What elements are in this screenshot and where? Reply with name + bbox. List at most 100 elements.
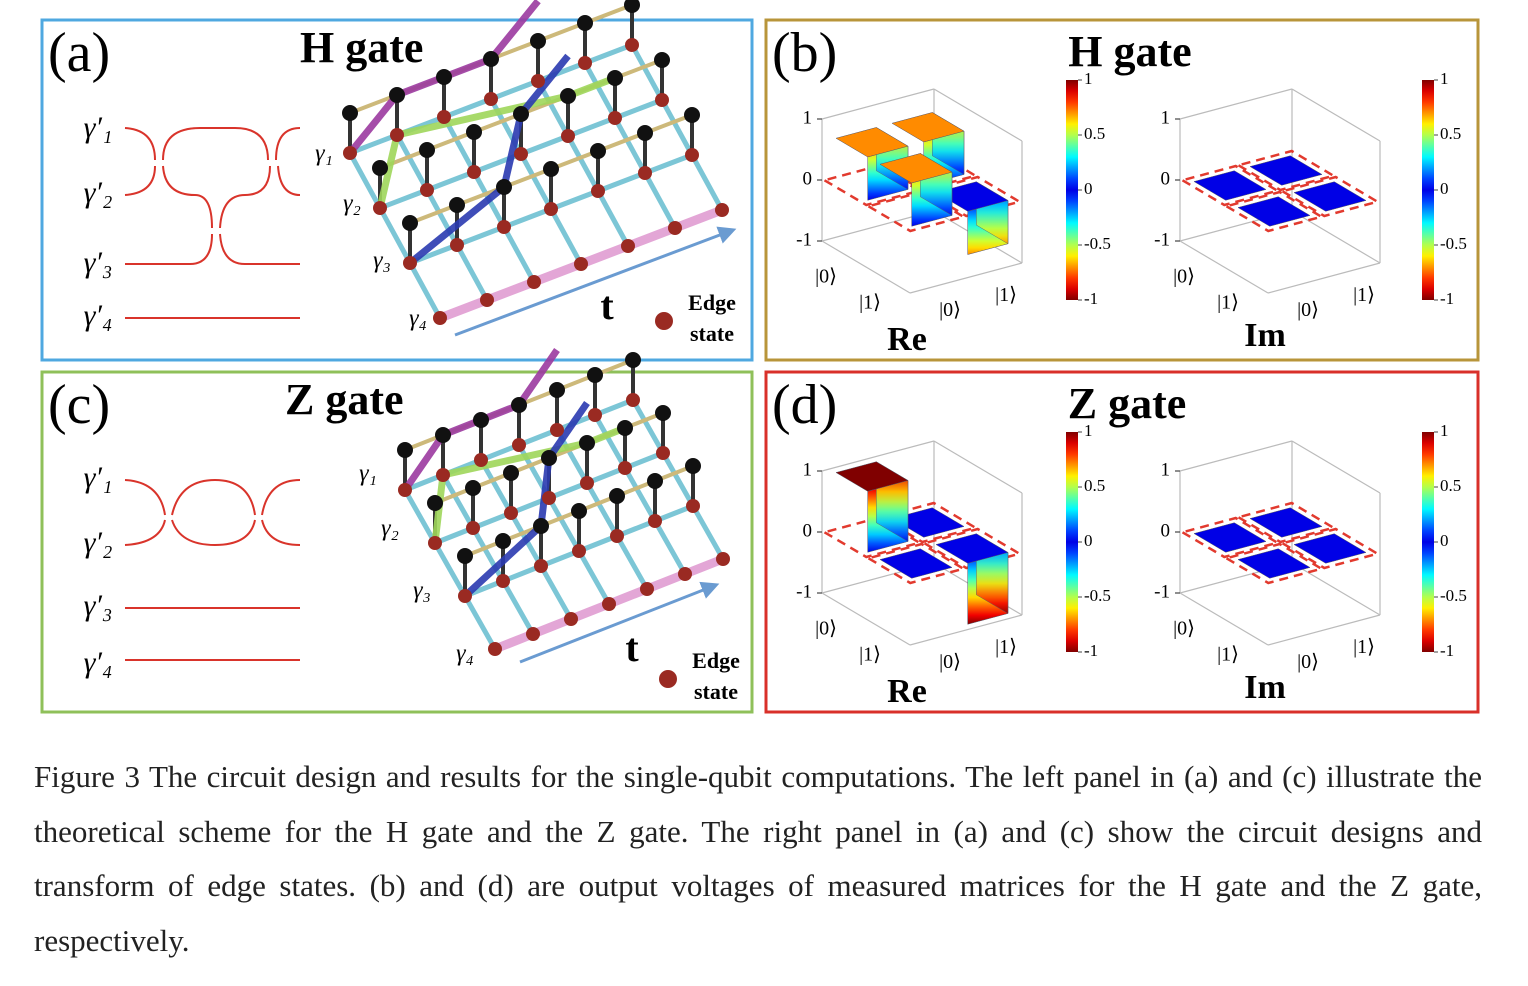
site-node bbox=[480, 293, 494, 307]
cell-outline bbox=[877, 501, 979, 544]
site-node bbox=[550, 423, 564, 437]
colorbar-tick-label: -0.5 bbox=[1084, 586, 1111, 605]
bar-top bbox=[1193, 522, 1267, 553]
site-node bbox=[458, 589, 472, 603]
rod bbox=[630, 397, 666, 456]
rod bbox=[470, 525, 506, 584]
site-node bbox=[655, 93, 669, 107]
cell-outline bbox=[921, 175, 1023, 218]
bar-top bbox=[1249, 155, 1323, 186]
bar-top bbox=[1293, 533, 1367, 564]
colorbar-tick-label: 0 bbox=[1084, 531, 1093, 550]
rod bbox=[652, 518, 688, 577]
rod bbox=[576, 548, 612, 607]
top-node bbox=[607, 70, 623, 86]
time-label: t bbox=[625, 625, 639, 670]
legend-dot bbox=[659, 670, 677, 688]
lattice bbox=[397, 348, 730, 656]
rod bbox=[424, 169, 477, 193]
top-node bbox=[577, 15, 593, 31]
site-node bbox=[373, 201, 387, 215]
rod bbox=[612, 97, 665, 121]
axis-line bbox=[821, 592, 911, 646]
colorbar-tick-label: 1 bbox=[1084, 421, 1093, 440]
top-node bbox=[655, 405, 671, 421]
matrix-plot: 10-1|0⟩|1⟩ |0⟩|1⟩10.50-0.5-1Im bbox=[1154, 69, 1467, 354]
top-node bbox=[372, 160, 388, 176]
bar-top bbox=[935, 533, 1009, 564]
cell-outline bbox=[1223, 190, 1325, 233]
colorbar-tick-label: -0.5 bbox=[1440, 586, 1467, 605]
rod bbox=[472, 112, 523, 134]
z-tick-label: 1 bbox=[803, 107, 813, 128]
site-node bbox=[580, 476, 594, 490]
site-label: γ₃ bbox=[373, 248, 391, 274]
z-tick-label: 0 bbox=[1161, 168, 1171, 189]
row-label: |0⟩ bbox=[1173, 266, 1195, 288]
panel-frame bbox=[40, 370, 754, 714]
row-label: |1⟩ bbox=[1217, 292, 1239, 314]
rod bbox=[565, 133, 601, 194]
rod bbox=[592, 412, 628, 471]
row-label: |0⟩ bbox=[1173, 618, 1195, 640]
site-node bbox=[572, 544, 586, 558]
rod bbox=[348, 93, 399, 115]
row-label: |0⟩ bbox=[815, 266, 837, 288]
top-node bbox=[549, 382, 565, 398]
top-node bbox=[466, 124, 482, 140]
z-tick-label: -1 bbox=[796, 229, 812, 250]
row-label: |1⟩ bbox=[859, 644, 881, 666]
rod bbox=[614, 533, 650, 592]
colorbar bbox=[1066, 80, 1078, 300]
cell-outline bbox=[865, 190, 967, 233]
colorbar-tick-label: -1 bbox=[1440, 289, 1454, 308]
cell-outline bbox=[921, 527, 1023, 570]
col-label: |0⟩ bbox=[1297, 651, 1319, 673]
top-node bbox=[427, 495, 443, 511]
top-node bbox=[342, 105, 358, 121]
axis-line bbox=[1179, 440, 1293, 472]
axis-line bbox=[909, 262, 1023, 294]
site-label: γ₂ bbox=[381, 516, 399, 542]
site-node bbox=[343, 146, 357, 160]
top-node bbox=[483, 51, 499, 67]
top-node bbox=[513, 106, 529, 122]
input-label: γ′₁ bbox=[84, 461, 113, 494]
site-node bbox=[588, 408, 602, 422]
site-node bbox=[531, 74, 545, 88]
colorbar-tick-label: 0 bbox=[1084, 179, 1093, 198]
rod bbox=[529, 259, 586, 287]
top-node bbox=[571, 503, 587, 519]
top-node bbox=[560, 88, 576, 104]
top-node bbox=[530, 33, 546, 49]
cell-outline bbox=[821, 164, 923, 207]
top-node bbox=[496, 179, 512, 195]
axis-line bbox=[1179, 240, 1269, 294]
colorbar-tick-label: -1 bbox=[1084, 289, 1098, 308]
axis-line bbox=[933, 88, 1023, 142]
axis-line bbox=[821, 440, 935, 472]
path-line bbox=[431, 424, 627, 544]
top-node bbox=[541, 450, 557, 466]
rod bbox=[462, 593, 498, 652]
axis-line bbox=[1179, 88, 1293, 120]
z-tick-label: 0 bbox=[803, 168, 813, 189]
rod bbox=[549, 149, 600, 171]
top-node bbox=[495, 533, 511, 549]
site-node bbox=[514, 147, 528, 161]
top-node bbox=[647, 473, 663, 489]
site-node bbox=[542, 491, 556, 505]
colorbar-tick-label: 0.5 bbox=[1440, 476, 1461, 495]
top-node bbox=[685, 458, 701, 474]
colorbar-tick-label: 0 bbox=[1440, 531, 1449, 550]
site-node bbox=[437, 110, 451, 124]
panel-title: H gate bbox=[300, 23, 423, 72]
plot-label: Re bbox=[887, 673, 927, 710]
site-node bbox=[544, 202, 558, 216]
top-node bbox=[503, 465, 519, 481]
site-node bbox=[610, 529, 624, 543]
site-node bbox=[497, 220, 511, 234]
rod bbox=[454, 224, 507, 248]
site-node bbox=[656, 446, 670, 460]
